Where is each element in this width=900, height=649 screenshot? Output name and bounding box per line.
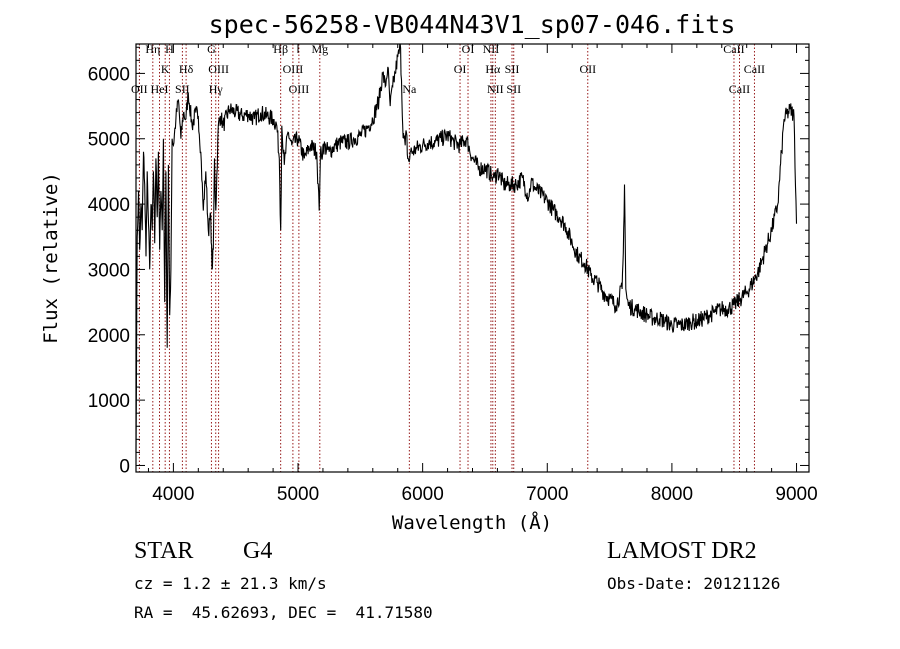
y-tick-label: 4000 bbox=[88, 195, 130, 216]
class-label: STAR bbox=[134, 538, 194, 564]
x-tick-label: 6000 bbox=[402, 484, 444, 505]
line-label: OIII bbox=[289, 82, 310, 96]
spectrum-line bbox=[135, 43, 798, 453]
x-tick-label: 8000 bbox=[651, 484, 693, 505]
line-label: G bbox=[207, 42, 216, 56]
y-tick-label: 5000 bbox=[88, 130, 130, 151]
line-label: Mg bbox=[311, 42, 328, 56]
line-label: CaII bbox=[723, 42, 744, 56]
line-label: Hδ bbox=[179, 62, 194, 76]
line-label: OII bbox=[579, 62, 596, 76]
line-label: SII bbox=[505, 62, 520, 76]
line-label: Hη bbox=[145, 42, 160, 56]
line-label: Na bbox=[402, 82, 417, 96]
chart-title: spec-56258-VB044N43V1_sp07-046.fits bbox=[209, 10, 736, 39]
line-markers bbox=[138, 44, 755, 472]
y-axis-label: Flux (relative) bbox=[40, 172, 62, 344]
line-label: Hγ bbox=[209, 82, 224, 96]
x-tick-label: 9000 bbox=[775, 484, 817, 505]
line-label: SII bbox=[175, 82, 190, 96]
line-label: HeI bbox=[151, 82, 169, 96]
y-tick-label: 2000 bbox=[88, 326, 130, 347]
y-tick-label: 0 bbox=[119, 456, 130, 477]
x-axis-label: Wavelength (Å) bbox=[392, 511, 552, 534]
line-label: OII bbox=[131, 82, 148, 96]
line-label: Hβ bbox=[273, 42, 288, 56]
obs-date-text: Obs-Date: 20121126 bbox=[607, 574, 781, 593]
line-label: H bbox=[165, 42, 174, 56]
axis-ticks: 4000 5000 6000 7000 8000 9000 0 1000 2000 3000 400… bbox=[88, 44, 818, 505]
x-tick-label: 5000 bbox=[277, 484, 319, 505]
coordinates-text: RA = 45.62693, DEC = 41.71580 bbox=[134, 603, 433, 622]
y-tick-label: 6000 bbox=[88, 64, 130, 85]
line-label: OIII bbox=[208, 62, 229, 76]
line-label: K bbox=[161, 62, 170, 76]
line-label: Hα bbox=[485, 62, 501, 76]
line-label: NII bbox=[483, 42, 500, 56]
x-tick-label: 7000 bbox=[526, 484, 568, 505]
line-label: CaII bbox=[729, 82, 750, 96]
y-tick-label: 3000 bbox=[88, 260, 130, 281]
line-label: CaII bbox=[744, 62, 765, 76]
survey-label: LAMOST DR2 bbox=[607, 538, 757, 564]
redshift-text: cz = 1.2 ± 21.3 km/s bbox=[134, 574, 327, 593]
line-label: NII bbox=[487, 82, 504, 96]
x-tick-label: 4000 bbox=[152, 484, 194, 505]
line-label: SII bbox=[506, 82, 521, 96]
line-label: OI bbox=[462, 42, 475, 56]
line-label: OIII bbox=[283, 62, 304, 76]
y-tick-label: 1000 bbox=[88, 391, 130, 412]
line-label: OI bbox=[454, 62, 467, 76]
subclass-label: G4 bbox=[243, 538, 273, 564]
